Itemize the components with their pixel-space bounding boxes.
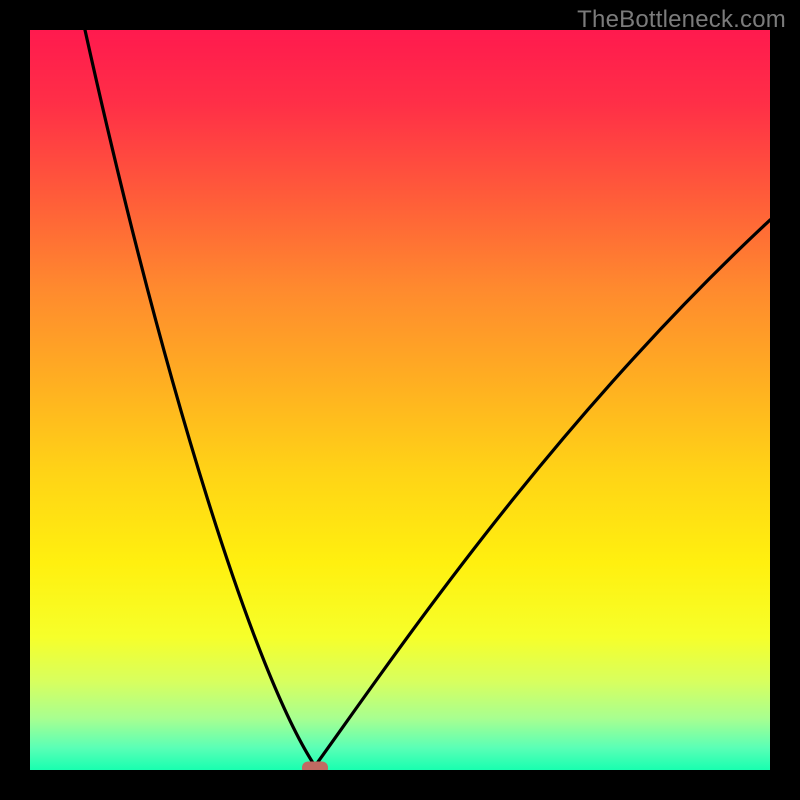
chart-svg bbox=[0, 0, 800, 800]
watermark-text: TheBottleneck.com bbox=[577, 6, 786, 34]
chart-root: TheBottleneck.com bbox=[0, 0, 800, 800]
plot-area bbox=[30, 30, 770, 770]
